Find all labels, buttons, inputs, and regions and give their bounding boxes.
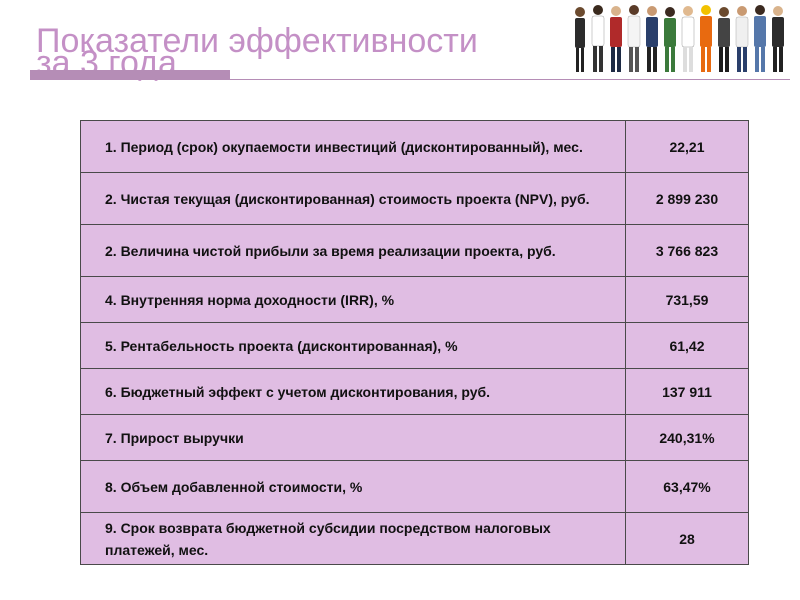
table-row: 7. Прирост выручки 240,31% [80,414,749,461]
metric-value: 240,31% [625,414,749,461]
metric-value: 28 [625,512,749,565]
person-figure [591,5,605,72]
person-figure [700,5,712,72]
table-row: 6. Бюджетный эффект с учетом дисконтиров… [80,368,749,415]
metric-label: 8. Объем добавленной стоимости, % [80,460,626,513]
metric-value: 2 899 230 [625,172,749,225]
person-figure [735,6,749,72]
metric-label: 4. Внутренняя норма доходности (IRR), % [80,276,626,323]
table-row: 2. Чистая текущая (дисконтированная) сто… [80,172,749,225]
metric-label: 2. Чистая текущая (дисконтированная) сто… [80,172,626,225]
person-figure [754,5,766,72]
slide-title-line1: Показатели эффективности [36,22,478,60]
person-figure [681,6,695,72]
table-row: 4. Внутренняя норма доходности (IRR), % … [80,276,749,323]
table-row: 2. Величина чистой прибыли за время реал… [80,224,749,277]
person-figure [664,7,676,72]
person-figure [627,5,641,72]
person-figure [575,7,585,72]
person-figure [646,6,658,72]
title-accent-bar [30,70,230,80]
metric-label: 9. Срок возврата бюджетной субсидии поср… [80,512,626,565]
title-underline [230,79,790,80]
metrics-table: 1. Период (срок) окупаемости инвестиций … [80,120,749,565]
table-row: 5. Рентабельность проекта (дисконтирован… [80,322,749,369]
metric-value: 22,21 [625,120,749,173]
people-group-photo [575,5,784,72]
metric-value: 137 911 [625,368,749,415]
person-figure [610,6,622,72]
table-row: 9. Срок возврата бюджетной субсидии поср… [80,512,749,565]
person-figure [718,7,730,72]
metric-label: 6. Бюджетный эффект с учетом дисконтиров… [80,368,626,415]
metric-label: 5. Рентабельность проекта (дисконтирован… [80,322,626,369]
person-figure [772,6,784,72]
table-row: 8. Объем добавленной стоимости, % 63,47% [80,460,749,513]
metric-label: 1. Период (срок) окупаемости инвестиций … [80,120,626,173]
metric-value: 63,47% [625,460,749,513]
metric-value: 3 766 823 [625,224,749,277]
table-row: 1. Период (срок) окупаемости инвестиций … [80,120,749,173]
metric-value: 731,59 [625,276,749,323]
metric-label: 2. Величина чистой прибыли за время реал… [80,224,626,277]
metric-value: 61,42 [625,322,749,369]
metric-label: 7. Прирост выручки [80,414,626,461]
